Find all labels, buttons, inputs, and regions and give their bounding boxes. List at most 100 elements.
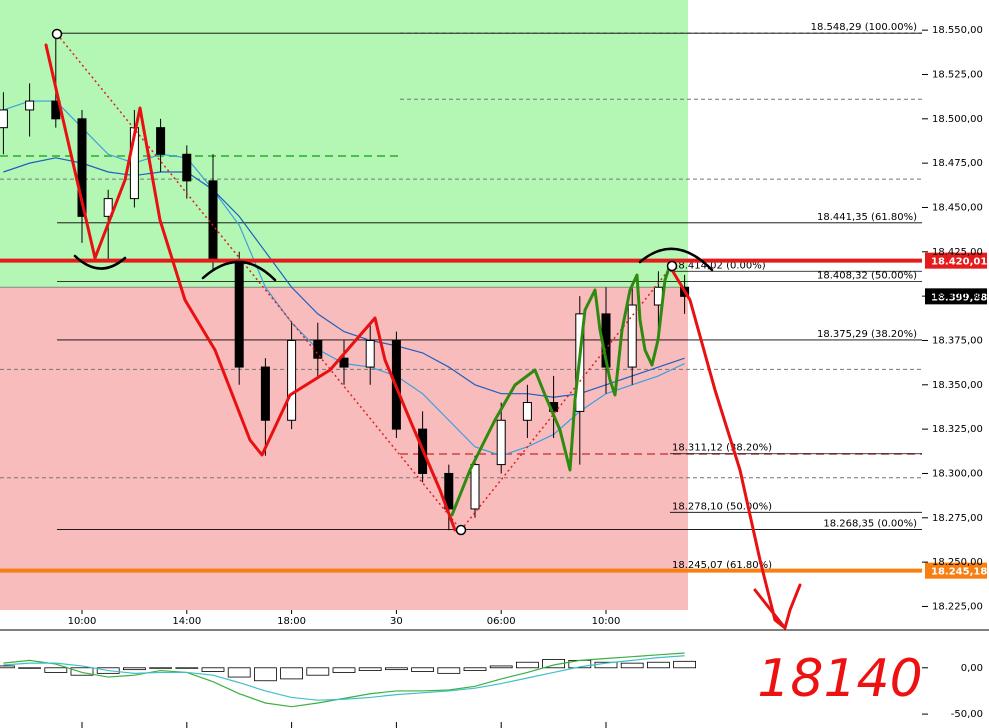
y-tick-label: 18.325,00 <box>932 424 983 435</box>
histogram-bar <box>411 667 435 672</box>
hand-stroke <box>450 263 672 517</box>
fib-label: 18.278,10 (50.00%) <box>672 501 772 512</box>
histogram-bar <box>227 667 251 678</box>
background <box>0 0 688 610</box>
candle-body <box>496 419 506 466</box>
fib-label: 18.408,32 (50.00%) <box>817 270 917 281</box>
x-tick-label: 06:00 <box>487 616 516 627</box>
candle-body <box>365 339 375 368</box>
hand-arc <box>73 247 714 282</box>
candle-body <box>103 198 113 217</box>
zone-lower <box>0 287 688 610</box>
fib-label: 18.268,35 (0.00%) <box>823 519 917 530</box>
candle-body <box>182 153 192 182</box>
fib-label: 18.245,07 (61.80%) <box>672 560 772 571</box>
price-box <box>925 562 987 579</box>
x-tick-label: 30 <box>390 616 403 627</box>
candle-body <box>77 118 87 217</box>
candle-body <box>0 109 8 129</box>
candle-body <box>522 402 532 421</box>
histogram-bar <box>149 667 173 669</box>
candle-body <box>260 366 270 421</box>
indicator-line <box>3 652 685 708</box>
y-tick-label: 18.525,00 <box>932 69 983 80</box>
candle-body <box>627 304 637 368</box>
y-tick-label: 18.550,00 <box>932 25 983 36</box>
candle-body <box>313 339 323 359</box>
histogram-bar <box>123 667 146 671</box>
candle-body <box>444 472 454 510</box>
price-box <box>925 288 987 305</box>
anchor <box>455 524 467 536</box>
plot: 18.548,29 (100.00%) 18.441,35 (61.80%) 18.… <box>0 22 922 573</box>
histogram-bar <box>673 660 696 669</box>
histogram-bar <box>18 667 42 669</box>
histogram-bar <box>253 667 277 682</box>
x-tick-label: 14:00 <box>172 616 201 627</box>
fib-connector <box>460 265 673 531</box>
candle-body <box>208 180 218 262</box>
histogram-bar <box>201 667 225 672</box>
histogram-bar <box>516 661 539 669</box>
histogram-bar <box>280 667 304 680</box>
y-tick-label: 18.350,00 <box>932 380 983 391</box>
histogram-bar <box>463 667 487 671</box>
fib-label: 18.311,12 (38.20%) <box>672 443 772 454</box>
fib-label: 18.375,29 (38.20%) <box>817 329 917 340</box>
candle-body <box>470 464 480 510</box>
y-tick-label: 18.375,00 <box>932 335 983 346</box>
candle-body <box>234 260 244 368</box>
histogram-bar <box>620 662 644 669</box>
candle-body <box>156 127 166 155</box>
price-label: 18.245,18 <box>931 567 987 578</box>
indicator-line <box>3 655 685 701</box>
histogram-bar <box>0 665 15 669</box>
hand-arrow <box>670 268 802 630</box>
histogram-bar <box>44 667 68 673</box>
y-tick-label: -50,00 <box>951 709 983 720</box>
price-label: 18.420,01 <box>931 257 987 268</box>
x-tick-label: 18:00 <box>277 616 306 627</box>
fib-label: 18.441,35 (61.80%) <box>817 212 917 223</box>
hand-stroke <box>44 43 457 532</box>
axis: 18.420,01 18.399,88 18.245,18 18.225,00 18.2… <box>68 25 987 728</box>
fib-connector <box>56 33 462 531</box>
y-tick-label: 0,00 <box>961 663 983 674</box>
histogram-bar <box>489 665 513 669</box>
hand-drawing <box>44 43 802 630</box>
y-tick-label: 18.250,00 <box>932 557 983 568</box>
y-tick-label: 18.225,00 <box>932 601 983 612</box>
histogram-bar <box>437 667 461 674</box>
y-tick-label: 18.275,00 <box>932 513 983 524</box>
histogram-bar <box>306 667 330 676</box>
histogram-bar <box>175 667 199 669</box>
price-box <box>925 252 987 269</box>
histogram-bar <box>332 667 356 673</box>
y-tick-label: 18.425,00 <box>932 247 983 258</box>
candle-body <box>25 100 35 111</box>
histogram-bar <box>384 667 408 671</box>
hand-annotation: 18140 <box>757 649 922 709</box>
anchor <box>51 28 63 40</box>
histogram-bar <box>70 667 94 676</box>
histogram-bar <box>358 667 382 671</box>
y-tick-label: 18.450,00 <box>932 202 983 213</box>
x-tick-label: 10:00 <box>68 616 97 627</box>
fib-label: 18.414,02 (0.00%) <box>672 260 766 271</box>
y-tick-label: 18.400,00 <box>932 291 983 302</box>
histogram-bar <box>647 661 670 669</box>
indicator-panel: 0,00 -50,00 <box>0 652 983 720</box>
y-tick-label: 18.500,00 <box>932 114 983 125</box>
moving-average <box>3 157 685 398</box>
fib-label: 18.548,29 (100.00%) <box>811 22 917 33</box>
y-tick-label: 18.475,00 <box>932 158 983 169</box>
x-tick-label: 10:00 <box>592 616 621 627</box>
fib-anchors <box>51 28 678 536</box>
anchor <box>666 260 678 272</box>
zone-upper <box>0 0 688 288</box>
candle-body <box>287 339 297 421</box>
y-tick-label: 18.300,00 <box>932 468 983 479</box>
price-label: 18.399,88 <box>931 292 987 303</box>
